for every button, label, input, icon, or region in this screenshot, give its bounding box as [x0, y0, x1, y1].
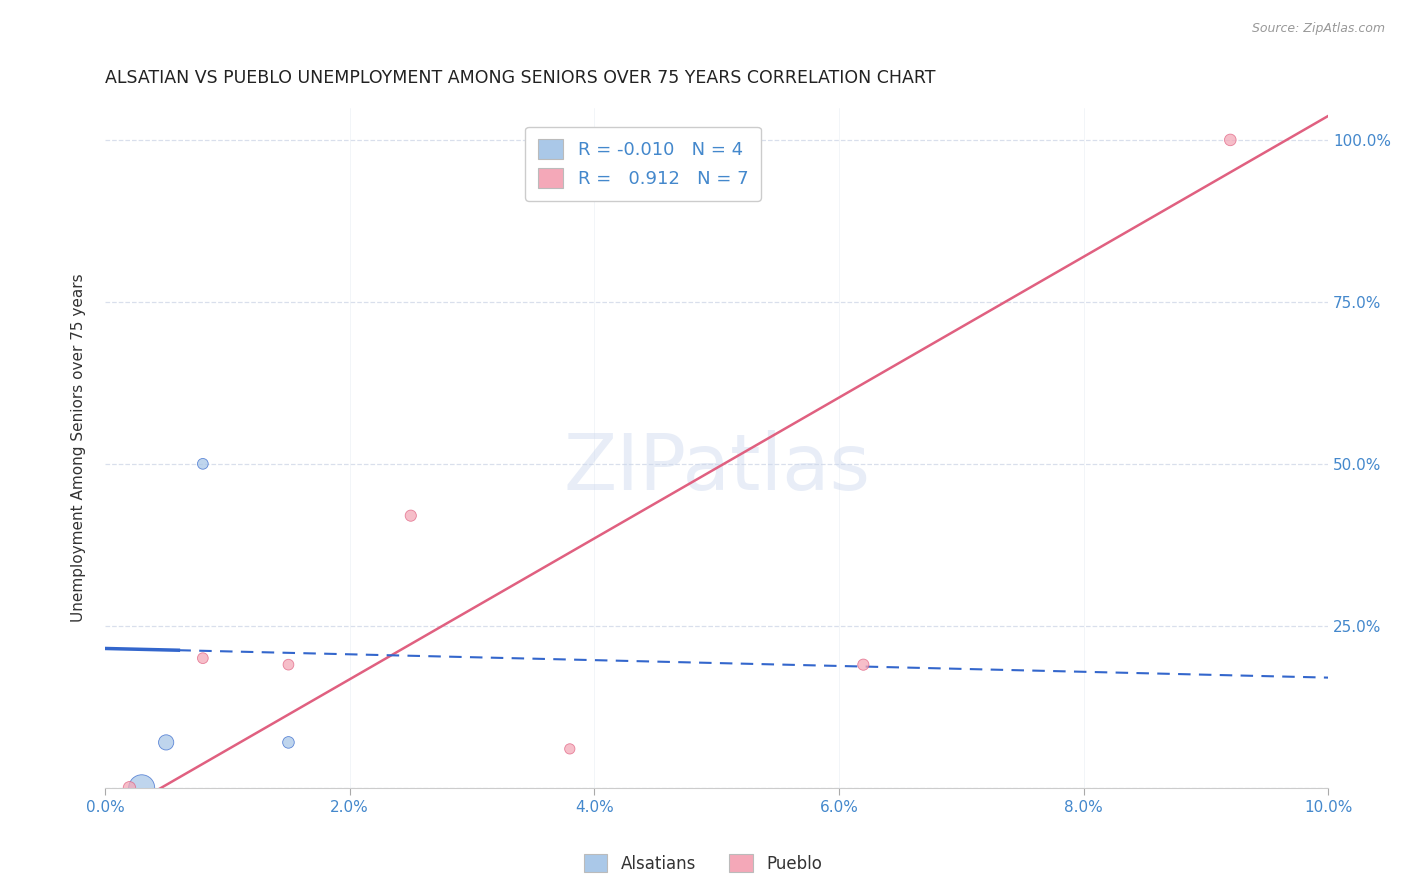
- Point: [1219, 133, 1241, 147]
- Text: Source: ZipAtlas.com: Source: ZipAtlas.com: [1251, 22, 1385, 36]
- Point: [399, 508, 422, 523]
- Y-axis label: Unemployment Among Seniors over 75 years: Unemployment Among Seniors over 75 years: [72, 273, 86, 622]
- Point: [131, 780, 153, 795]
- Point: [191, 651, 214, 665]
- Point: [118, 780, 141, 795]
- Point: [852, 657, 875, 672]
- Point: [155, 735, 177, 749]
- Text: ALSATIAN VS PUEBLO UNEMPLOYMENT AMONG SENIORS OVER 75 YEARS CORRELATION CHART: ALSATIAN VS PUEBLO UNEMPLOYMENT AMONG SE…: [105, 69, 935, 87]
- Point: [558, 742, 581, 756]
- Text: ZIPatlas: ZIPatlas: [562, 430, 870, 506]
- Point: [277, 657, 299, 672]
- Legend: Alsatians, Pueblo: Alsatians, Pueblo: [578, 847, 828, 880]
- Legend: R = -0.010   N = 4, R =   0.912   N = 7: R = -0.010 N = 4, R = 0.912 N = 7: [526, 127, 761, 201]
- Point: [277, 735, 299, 749]
- Point: [191, 457, 214, 471]
